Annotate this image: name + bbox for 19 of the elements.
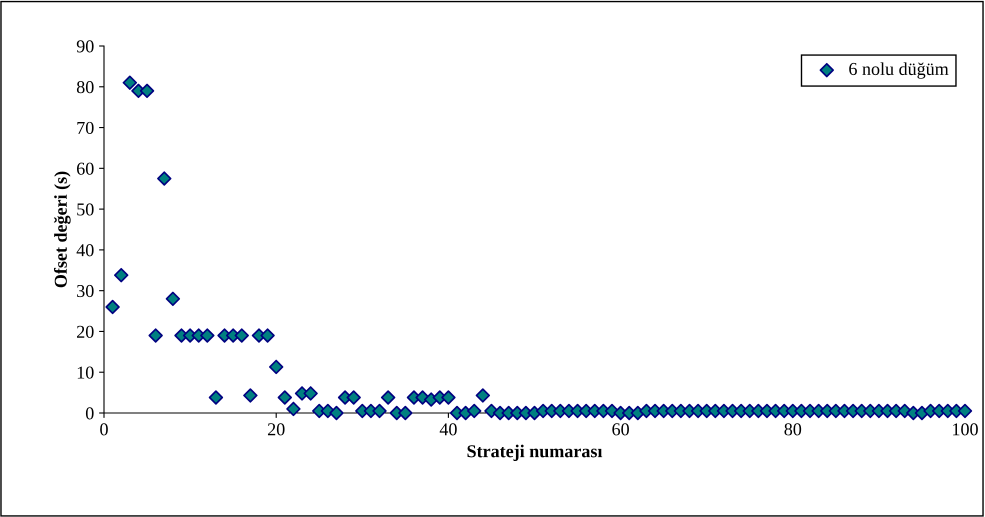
y-tick-label: 50 xyxy=(77,203,94,216)
x-tick-label: 20 xyxy=(268,423,285,436)
x-tick-label: 100 xyxy=(953,423,978,436)
y-tick-label: 90 xyxy=(76,40,94,52)
x-tick-label: 80 xyxy=(784,423,802,436)
legend-label: 6 nolu düğüm xyxy=(849,62,948,79)
x-tick-label: 40 xyxy=(440,423,457,436)
y-tick-label: 10 xyxy=(78,366,94,379)
x-axis-title: Strateji numarası xyxy=(468,444,602,462)
y-tick-label: 20 xyxy=(77,326,94,338)
y-tick-label: 0 xyxy=(86,407,94,420)
y-tick-label: 60 xyxy=(77,162,94,175)
x-tick-label: 0 xyxy=(100,423,108,436)
y-tick-label: 30 xyxy=(77,284,94,298)
y-tick-label: 70 xyxy=(77,122,94,134)
y-tick-label: 80 xyxy=(76,81,94,94)
y-axis-title: Ofset değeri (s) xyxy=(54,172,71,288)
x-tick-label: 60 xyxy=(612,423,629,436)
y-tick-label: 40 xyxy=(76,244,94,256)
